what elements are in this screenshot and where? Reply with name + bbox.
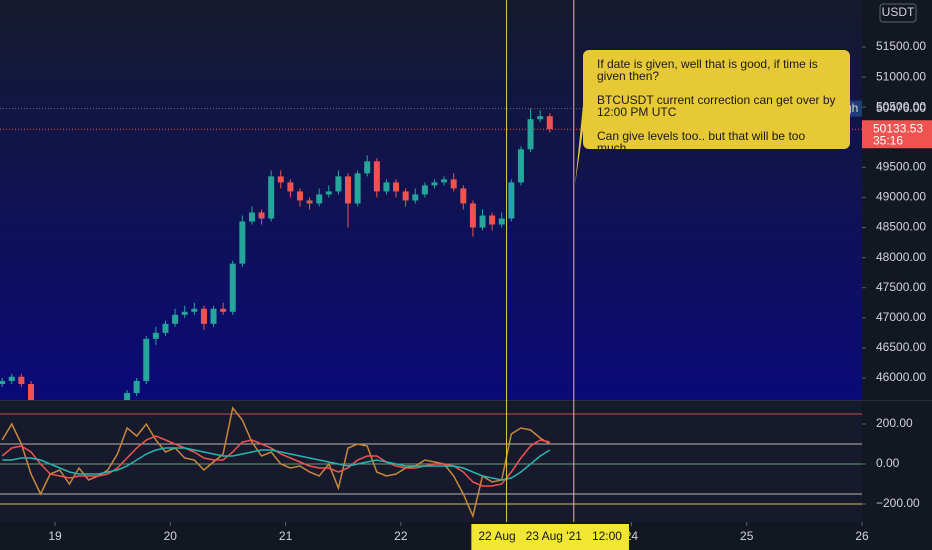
x-tick-label: 19 bbox=[48, 529, 62, 543]
candle-body bbox=[402, 191, 409, 201]
x-tick-label: 21 bbox=[279, 529, 293, 543]
candle-body bbox=[27, 383, 34, 400]
annotation: If date is given, well that is good, if … bbox=[583, 50, 850, 154]
candle-body bbox=[345, 176, 352, 204]
candle-body bbox=[325, 191, 332, 195]
candle-body bbox=[431, 182, 438, 186]
candle-body bbox=[18, 376, 25, 384]
annotation-line: If date is given, well that is good, if … bbox=[597, 57, 818, 83]
candle-body bbox=[537, 116, 544, 120]
candle-body bbox=[220, 308, 227, 312]
indicator-line bbox=[1, 406, 551, 519]
candle-body bbox=[412, 194, 419, 201]
x-tick-label: 26 bbox=[855, 529, 869, 543]
countdown: 35:16 bbox=[873, 133, 903, 147]
candle-body bbox=[517, 149, 524, 183]
candle-body bbox=[393, 182, 400, 192]
candle-body bbox=[479, 215, 486, 228]
y-tick-label: 48000.00 bbox=[876, 250, 926, 264]
candle-body bbox=[239, 221, 246, 264]
candle-body bbox=[229, 263, 236, 312]
candle-body bbox=[181, 311, 188, 315]
candle-body bbox=[124, 393, 131, 400]
candle-body bbox=[152, 332, 159, 339]
y-tick-label: 46000.00 bbox=[876, 370, 926, 384]
candle-body bbox=[498, 218, 505, 225]
candle-body bbox=[489, 215, 496, 225]
y-tick-label: 49500.00 bbox=[876, 160, 926, 174]
callout-pointer bbox=[575, 105, 583, 185]
candle-body bbox=[248, 212, 255, 222]
candle-body bbox=[191, 308, 198, 312]
candle-body bbox=[287, 182, 294, 192]
currency-box bbox=[879, 3, 917, 23]
y-tick-label: 47000.00 bbox=[876, 310, 926, 324]
candle-body bbox=[277, 176, 284, 183]
last-price-tag bbox=[862, 120, 932, 149]
y-tick-label: 49000.00 bbox=[876, 190, 926, 204]
candle-body bbox=[268, 176, 275, 219]
candle-body bbox=[210, 308, 217, 324]
candle-body bbox=[172, 314, 179, 324]
y-tick-label: 51000.00 bbox=[876, 69, 926, 83]
annotation-line: BTCUSDT current correction can get over … bbox=[597, 93, 836, 119]
candle-body bbox=[527, 119, 534, 150]
candle-body bbox=[364, 161, 371, 174]
candle-body bbox=[8, 376, 15, 381]
candle-body bbox=[162, 323, 169, 333]
annotation-line: Can give levels too.. but that will be t… bbox=[597, 129, 806, 155]
candle-body bbox=[296, 191, 303, 201]
y2-tick-label: −200.00 bbox=[876, 496, 920, 510]
candle-body bbox=[469, 203, 476, 228]
x-tick-label: 25 bbox=[740, 529, 754, 543]
y-tick-label: 50500.00 bbox=[876, 99, 926, 113]
y-tick-label: 46500.00 bbox=[876, 340, 926, 354]
x-tick-label: 22 bbox=[394, 529, 408, 543]
currency: USDT bbox=[882, 5, 915, 19]
candle-body bbox=[0, 380, 6, 384]
y2-tick-label: 200.00 bbox=[876, 416, 913, 430]
x-tick-label: 20 bbox=[164, 529, 178, 543]
candle-body bbox=[143, 338, 150, 381]
candle-body bbox=[421, 185, 428, 195]
vertical-line-tag bbox=[518, 524, 629, 550]
y-tick-label: 48500.00 bbox=[876, 220, 926, 234]
indicator-line bbox=[2, 447, 551, 481]
candle-body bbox=[258, 212, 265, 219]
candle-body bbox=[508, 182, 515, 219]
candle-body bbox=[373, 161, 380, 192]
y-tick-label: 47500.00 bbox=[876, 280, 926, 294]
candle-body bbox=[306, 200, 313, 204]
y-tick-label: 51500.00 bbox=[876, 39, 926, 53]
candle-body bbox=[460, 188, 467, 204]
candle-body bbox=[335, 176, 342, 192]
last-price: 50133.53 bbox=[873, 121, 923, 135]
y2-tick-label: 0.00 bbox=[876, 456, 900, 470]
vertical-line-label: 23 Aug '21 12:00 bbox=[526, 529, 623, 543]
candle-body bbox=[450, 179, 457, 189]
candle-body bbox=[133, 380, 140, 394]
candle-body bbox=[354, 173, 361, 204]
high-label: 50476.00 bbox=[876, 101, 926, 115]
candle-body bbox=[200, 308, 207, 324]
candle-body bbox=[316, 194, 323, 204]
candle-body bbox=[383, 182, 390, 192]
candle-body bbox=[441, 179, 448, 183]
candle-body bbox=[546, 116, 553, 130]
